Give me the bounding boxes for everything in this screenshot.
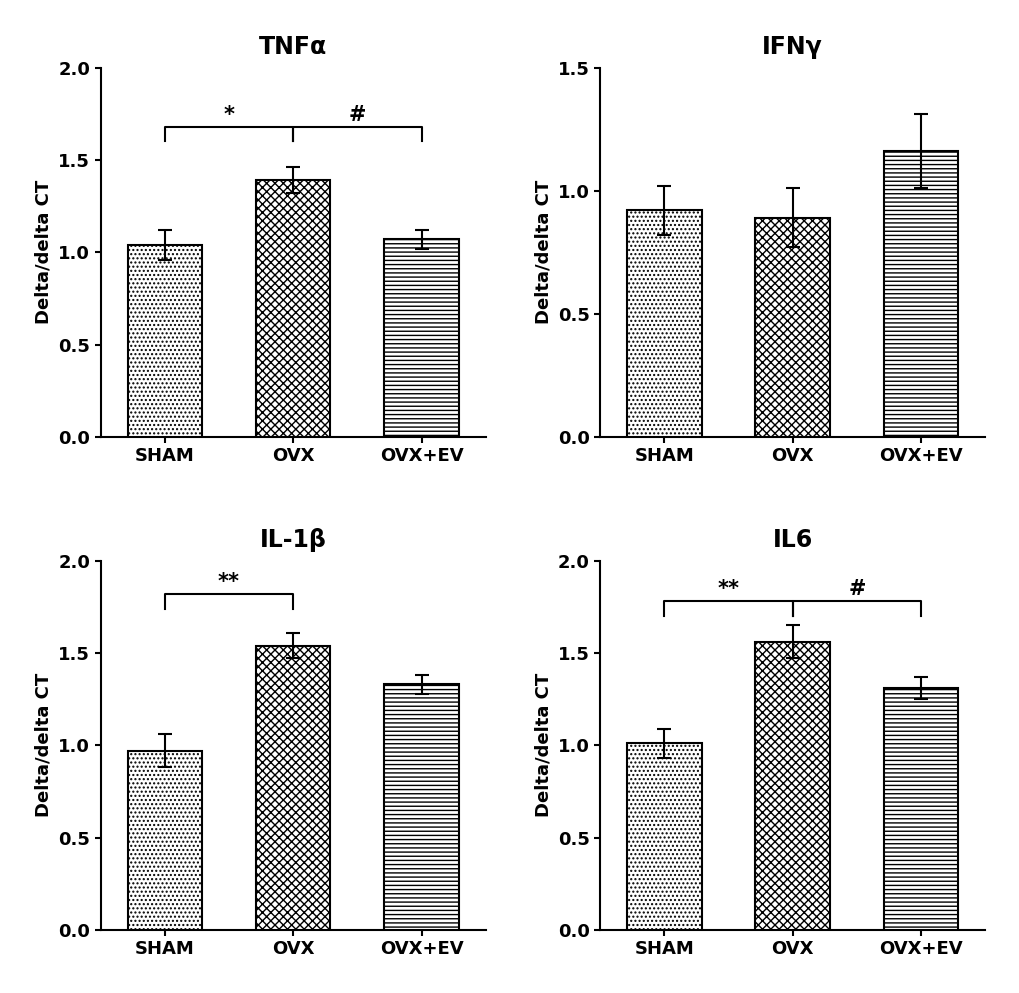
Bar [256, 645, 330, 929]
Y-axis label: Delta/delta CT: Delta/delta CT [35, 180, 53, 325]
Bar [755, 641, 829, 929]
Y-axis label: Delta/delta CT: Delta/delta CT [534, 180, 551, 325]
Title: IL-1β: IL-1β [260, 527, 326, 552]
Bar [627, 211, 701, 437]
Text: #: # [348, 105, 366, 125]
Title: IFNγ: IFNγ [761, 35, 822, 59]
Bar [627, 744, 701, 929]
Bar [127, 245, 202, 437]
Bar [256, 180, 330, 437]
Title: IL6: IL6 [771, 527, 812, 552]
Bar [755, 217, 829, 437]
Text: **: ** [716, 579, 739, 600]
Text: **: ** [218, 572, 239, 592]
Bar [384, 239, 459, 437]
Bar [883, 151, 958, 437]
Bar [883, 688, 958, 929]
Bar [127, 751, 202, 929]
Text: #: # [848, 579, 865, 600]
Title: TNFα: TNFα [259, 35, 327, 59]
Y-axis label: Delta/delta CT: Delta/delta CT [534, 673, 551, 817]
Y-axis label: Delta/delta CT: Delta/delta CT [35, 673, 53, 817]
Text: *: * [223, 105, 234, 125]
Bar [384, 684, 459, 929]
